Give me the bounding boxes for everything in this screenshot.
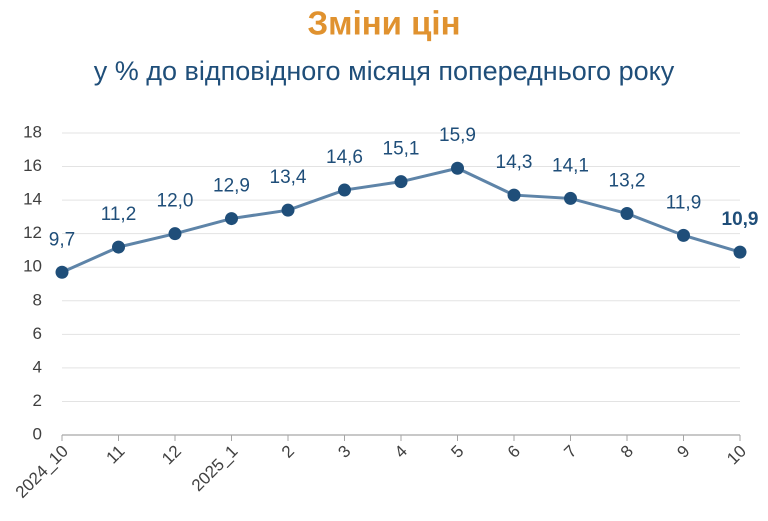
data-label: 15,1 — [383, 139, 420, 160]
data-point — [338, 183, 351, 197]
x-tick-label: 4 — [391, 442, 411, 462]
y-tick-label: 12 — [23, 223, 42, 242]
x-tick-label: 2024_10 — [12, 442, 72, 502]
x-tick-label: 9 — [673, 442, 693, 462]
data-label: 11,2 — [101, 204, 137, 225]
data-label: 15,9 — [439, 125, 476, 146]
data-label: 9,7 — [49, 229, 75, 250]
x-tick-label: 7 — [560, 442, 580, 462]
data-label: 14,3 — [496, 152, 533, 173]
data-point — [451, 161, 464, 175]
y-tick-label: 6 — [33, 324, 42, 343]
x-tick-label: 10 — [723, 442, 750, 469]
x-tick-label: 8 — [617, 442, 637, 462]
x-tick-label: 6 — [504, 442, 524, 462]
y-tick-label: 8 — [33, 290, 42, 309]
data-label: 14,6 — [326, 147, 363, 168]
data-point — [394, 175, 408, 189]
y-tick-label: 0 — [33, 424, 42, 443]
y-tick-label: 2 — [33, 391, 42, 410]
chart-title: Зміни цін — [307, 5, 460, 42]
data-point — [112, 240, 125, 254]
data-point — [168, 227, 182, 241]
y-tick-label: 10 — [23, 257, 42, 276]
data-label: 13,2 — [609, 171, 646, 192]
y-tick-label: 18 — [23, 122, 42, 141]
y-tick-label: 16 — [23, 156, 42, 175]
data-point — [507, 188, 521, 202]
data-point — [733, 245, 747, 259]
x-tick-label: 2 — [278, 442, 298, 462]
y-tick-label: 4 — [33, 357, 42, 376]
x-tick-label: 2025_1 — [188, 442, 242, 496]
x-tick-label: 5 — [447, 442, 467, 462]
data-label: 14,1 — [552, 155, 589, 176]
x-tick-label: 3 — [334, 442, 354, 462]
data-point — [564, 191, 577, 205]
data-label: 12,9 — [213, 176, 250, 197]
data-point — [55, 265, 69, 279]
y-tick-label: 14 — [23, 190, 42, 209]
data-label: 12,0 — [157, 191, 194, 212]
data-label: 11,9 — [666, 192, 702, 213]
x-tick-label: 11 — [103, 442, 129, 468]
data-label: 13,4 — [270, 167, 307, 188]
x-tick-label: 12 — [158, 442, 185, 469]
data-point — [620, 207, 634, 221]
data-point — [677, 228, 690, 242]
data-point — [281, 203, 295, 217]
chart-subtitle: у % до відповідного місяця попереднього … — [94, 56, 675, 86]
data-label: 10,9 — [722, 209, 759, 230]
data-point — [225, 212, 238, 226]
